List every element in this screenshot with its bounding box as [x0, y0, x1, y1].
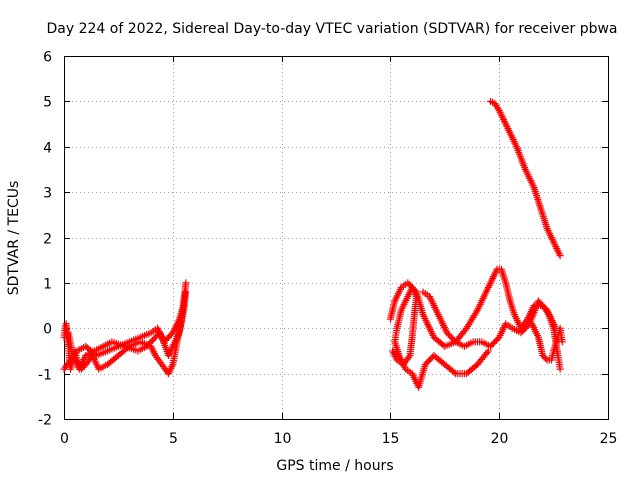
- data-point: [450, 368, 458, 376]
- data-points: [60, 97, 566, 391]
- series-group-f: [419, 288, 564, 373]
- series-group-c: [64, 302, 188, 373]
- y-tick-label: 1: [43, 277, 52, 293]
- x-tick-label: 20: [491, 431, 509, 447]
- axis-ticks: 0 5 10 15 20 25 -2 -1 0 1 2 3 4 5 6: [38, 50, 617, 448]
- data-point: [558, 338, 566, 346]
- x-axis-label: GPS time / hours: [276, 458, 393, 474]
- data-point: [483, 349, 491, 357]
- series-group-e: [389, 283, 492, 391]
- series-group-g: [528, 320, 566, 364]
- data-point: [556, 252, 564, 260]
- y-axis-label: SDTVAR / TECUs: [6, 181, 22, 296]
- data-point: [450, 336, 458, 344]
- data-point: [542, 355, 550, 362]
- series-group-b: [60, 288, 190, 373]
- series-group-d: [386, 265, 560, 350]
- x-tick-label: 15: [382, 431, 400, 447]
- data-point: [542, 305, 550, 313]
- series-group-h: [486, 97, 564, 260]
- y-tick-label: 2: [43, 232, 52, 248]
- chart-title: Day 224 of 2022, Sidereal Day-to-day VTE…: [46, 21, 617, 37]
- x-tick-label: 0: [60, 431, 69, 447]
- y-tick-label: -2: [38, 413, 52, 429]
- x-tick-label: 10: [274, 431, 292, 447]
- data-point: [180, 302, 188, 310]
- grid: [64, 56, 608, 419]
- y-tick-label: 4: [43, 141, 52, 157]
- y-tick-label: 3: [43, 186, 52, 202]
- y-tick-label: 0: [43, 322, 52, 338]
- data-point: [556, 365, 564, 373]
- x-tick-label: 25: [600, 431, 618, 447]
- x-tick-label: 5: [169, 431, 178, 447]
- y-tick-label: 5: [43, 95, 52, 111]
- data-point: [182, 288, 190, 296]
- data-point: [494, 105, 502, 113]
- data-point: [182, 279, 190, 287]
- y-tick-label: -1: [38, 368, 52, 384]
- data-point: [461, 326, 469, 334]
- y-tick-label: 6: [43, 50, 52, 66]
